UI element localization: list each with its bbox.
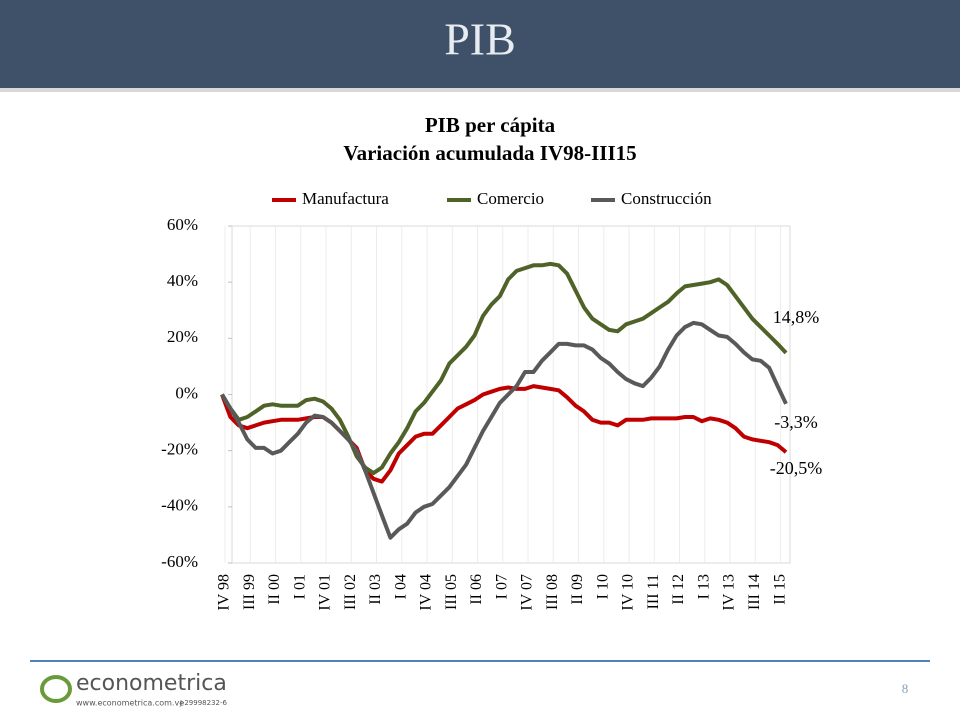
y-tick-label: -20%	[161, 440, 198, 459]
x-tick-label: I 07	[493, 574, 510, 599]
x-tick-label: IV 10	[620, 574, 637, 611]
x-tick-label: II 12	[670, 574, 687, 605]
header-bar	[0, 0, 960, 88]
y-tick-label: 40%	[167, 271, 198, 290]
slide-title: PIB	[444, 14, 516, 65]
x-tick-label: II 06	[468, 574, 485, 605]
header-rule	[0, 88, 960, 92]
x-tick-label: I 04	[392, 574, 409, 599]
x-tick-label: IV 01	[317, 574, 334, 611]
x-tick-label: I 01	[291, 574, 308, 599]
x-tick-label: II 09	[569, 574, 586, 605]
page-number: 8	[902, 681, 909, 696]
legend-label: Construcción	[621, 189, 712, 208]
x-tick-label: IV 13	[721, 574, 738, 611]
x-tick-label: I 13	[695, 574, 712, 599]
logo-rif: J-29998232-6	[179, 699, 227, 707]
x-tick-label: III 05	[443, 574, 460, 610]
x-tick-label: III 14	[746, 574, 763, 610]
x-tick-label: III 02	[342, 574, 359, 610]
y-tick-label: 0%	[175, 383, 198, 402]
y-tick-label: -60%	[161, 552, 198, 571]
x-tick-label: II 15	[771, 574, 788, 605]
y-tick-label: 20%	[167, 327, 198, 346]
logo-icon	[40, 675, 72, 703]
series-line	[220, 261, 788, 476]
x-tick-label: III 11	[645, 574, 662, 609]
x-tick-label: III 99	[241, 574, 258, 610]
series-line	[220, 320, 788, 540]
legend-label: Manufactura	[302, 189, 389, 208]
data-label: 14,8%	[773, 307, 820, 327]
x-tick-label: IV 98	[216, 574, 233, 611]
data-label: -3,3%	[774, 412, 818, 432]
logo-url: www.econometrica.com.ve	[76, 699, 184, 708]
legend-label: Comercio	[477, 189, 544, 208]
x-tick-label: IV 04	[418, 574, 435, 611]
y-tick-label: -40%	[161, 496, 198, 515]
x-tick-label: II 03	[367, 574, 384, 605]
x-tick-label: I 10	[594, 574, 611, 599]
x-tick-label: III 08	[544, 574, 561, 610]
logo-brand: econometrica	[76, 671, 227, 696]
y-tick-label: 60%	[167, 215, 198, 234]
data-label: -20,5%	[770, 458, 823, 478]
chart-title: PIB per cápita	[425, 113, 556, 137]
chart-subtitle: Variación acumulada IV98-III15	[343, 141, 636, 165]
x-tick-label: II 00	[266, 574, 283, 605]
x-tick-label: IV 07	[519, 574, 536, 611]
